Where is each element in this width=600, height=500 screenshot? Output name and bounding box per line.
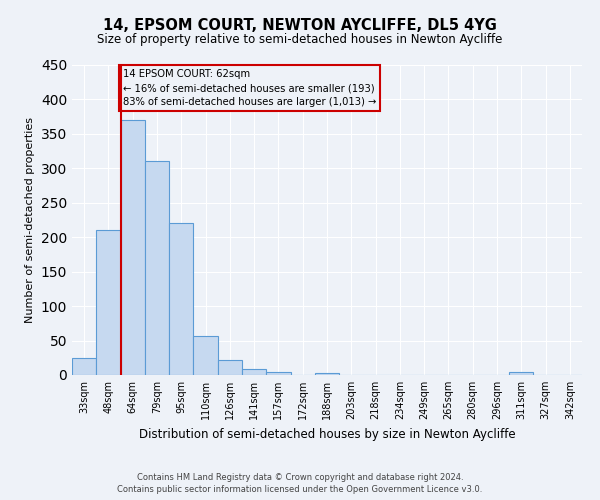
- Bar: [315, 373, 339, 375]
- Text: Size of property relative to semi-detached houses in Newton Aycliffe: Size of property relative to semi-detach…: [97, 32, 503, 46]
- Text: 14, EPSOM COURT, NEWTON AYCLIFFE, DL5 4YG: 14, EPSOM COURT, NEWTON AYCLIFFE, DL5 4Y…: [103, 18, 497, 32]
- Text: Contains HM Land Registry data © Crown copyright and database right 2024.: Contains HM Land Registry data © Crown c…: [137, 474, 463, 482]
- Bar: [169, 224, 193, 375]
- Bar: [72, 358, 96, 375]
- Bar: [266, 372, 290, 375]
- Bar: [96, 230, 121, 375]
- Bar: [193, 336, 218, 375]
- Bar: [242, 370, 266, 375]
- Bar: [218, 360, 242, 375]
- Bar: [509, 372, 533, 375]
- X-axis label: Distribution of semi-detached houses by size in Newton Aycliffe: Distribution of semi-detached houses by …: [139, 428, 515, 440]
- Bar: [145, 162, 169, 375]
- Bar: [121, 120, 145, 375]
- Text: Contains public sector information licensed under the Open Government Licence v3: Contains public sector information licen…: [118, 485, 482, 494]
- Text: 14 EPSOM COURT: 62sqm
← 16% of semi-detached houses are smaller (193)
83% of sem: 14 EPSOM COURT: 62sqm ← 16% of semi-deta…: [123, 69, 376, 107]
- Y-axis label: Number of semi-detached properties: Number of semi-detached properties: [25, 117, 35, 323]
